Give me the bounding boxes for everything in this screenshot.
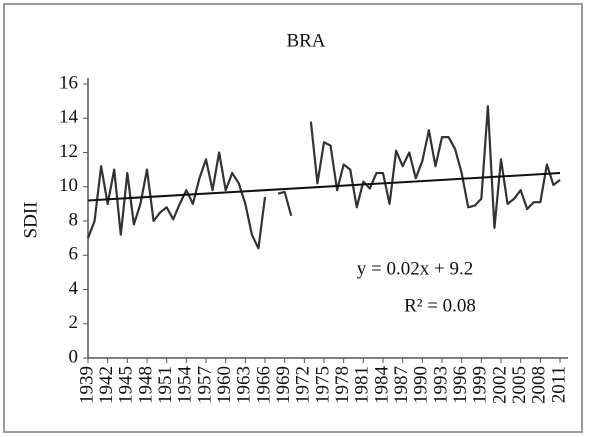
y-axis-label: SDII — [20, 202, 41, 239]
x-tick-label: 1975 — [312, 366, 333, 404]
y-tick-label: 14 — [59, 107, 79, 128]
x-tick-label: 1948 — [135, 366, 156, 404]
y-tick-label: 8 — [69, 209, 79, 230]
x-tick-label: 1963 — [234, 366, 255, 404]
x-tick-label: 1957 — [194, 366, 215, 404]
x-tick-label: 1999 — [470, 366, 491, 404]
annotation: R² = 0.08 — [404, 295, 476, 316]
x-tick-label: 1978 — [332, 366, 353, 404]
x-tick-label: 1984 — [371, 366, 392, 405]
x-tick-label: 2008 — [529, 366, 550, 404]
y-tick-label: 12 — [59, 141, 78, 162]
y-tick-label: 4 — [69, 278, 79, 299]
y-tick-label: 10 — [59, 175, 78, 196]
annotation: y = 0.02x + 9.2 — [357, 258, 473, 279]
x-tick-label: 1969 — [273, 366, 294, 404]
x-tick-label: 1996 — [450, 366, 471, 404]
x-tick-label: 1939 — [76, 366, 97, 404]
frame — [3, 3, 583, 433]
chart-title: BRA — [286, 30, 325, 51]
x-tick-label: 2002 — [489, 366, 510, 404]
y-tick-label: 2 — [69, 312, 79, 333]
x-tick-label: 1987 — [391, 366, 412, 404]
y-tick-label: 6 — [69, 244, 79, 265]
series-line — [86, 105, 561, 250]
x-tick-label: 1990 — [411, 366, 432, 404]
y-tick-label: 0 — [69, 346, 79, 367]
x-tick-label: 1960 — [214, 366, 235, 404]
y-tick-label: 16 — [59, 72, 78, 93]
x-tick-label: 1951 — [155, 366, 176, 404]
x-tick-label: 1942 — [96, 366, 117, 404]
x-tick-label: 1993 — [430, 366, 451, 404]
x-tick-label: 1972 — [293, 366, 314, 404]
x-tick-label: 1945 — [116, 366, 137, 404]
x-tick-label: 1981 — [352, 366, 373, 404]
trend-line — [87, 172, 561, 202]
x-tick-label: 1966 — [253, 366, 274, 404]
x-tick-label: 1954 — [175, 366, 196, 405]
x-tick-label: 2011 — [548, 366, 569, 403]
x-tick-label: 2005 — [509, 366, 530, 404]
